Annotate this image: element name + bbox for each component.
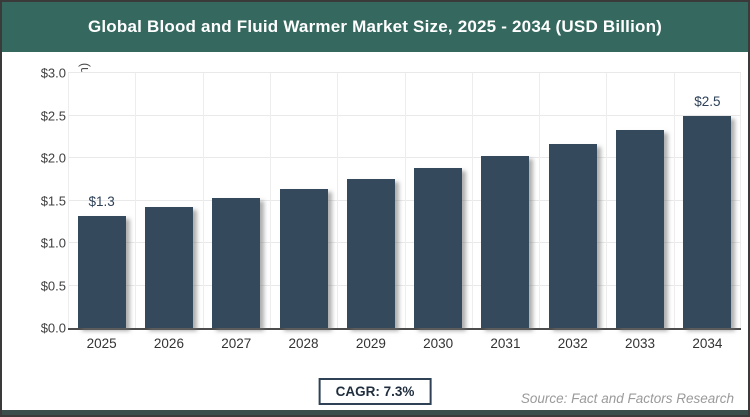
x-axis-tick-label: 2029 (355, 336, 386, 351)
cagr-badge: CAGR: 7.3% (318, 378, 432, 405)
x-axis-tick-label: 2032 (557, 336, 588, 351)
h-gridline (68, 72, 741, 73)
y-axis-tick-label: $1.5 (40, 193, 66, 208)
chart-header: Global Blood and Fluid Warmer Market Siz… (2, 2, 748, 52)
x-axis-tick-label: 2028 (288, 336, 319, 351)
bar-2034 (683, 115, 732, 328)
v-gridline (269, 73, 271, 328)
v-gridline (740, 73, 741, 328)
bar-2032 (548, 143, 597, 328)
y-axis-tick-label: $1.0 (40, 235, 66, 251)
bar-2033 (616, 129, 665, 328)
bar-2029 (346, 179, 395, 328)
y-axis-tick-label: $0.0 (40, 320, 66, 336)
plot-area (68, 72, 741, 330)
y-axis-tick-label: $3.0 (40, 65, 66, 81)
y-axis-tick-label: $2.0 (40, 150, 66, 166)
bar-value-label: $1.3 (88, 193, 115, 209)
x-axis-tick-label: 2027 (221, 336, 252, 351)
y-axis-tick-label: $2.5 (40, 108, 66, 123)
v-gridline (68, 73, 69, 328)
v-gridline (471, 73, 473, 328)
chart-title: Global Blood and Fluid Warmer Market Siz… (87, 17, 663, 36)
bar-2027 (212, 197, 261, 328)
bar-2028 (279, 189, 328, 328)
v-gridline (337, 73, 339, 328)
bar-2026 (144, 207, 193, 328)
x-axis-tick-label: 2026 (153, 336, 184, 351)
v-gridline (539, 73, 541, 328)
v-gridline (404, 73, 406, 328)
v-gridline (606, 73, 608, 328)
bottom-accent-strip (2, 410, 748, 415)
x-axis-tick-label: 2034 (692, 336, 723, 351)
x-axis-tick-label: 2030 (423, 336, 454, 351)
source-credit: Source: Fact and Factors Research (520, 391, 734, 406)
v-gridline (673, 73, 675, 328)
v-gridline (202, 73, 204, 328)
y-axis-tick-label: $0.5 (40, 278, 66, 293)
x-axis-tick-label: 2025 (86, 336, 117, 351)
bar-value-label: $2.5 (694, 93, 721, 109)
bar-2031 (481, 156, 530, 328)
bar-2025 (77, 215, 126, 328)
x-axis-tick-label: 2031 (490, 336, 521, 351)
x-axis-tick-label: 2033 (625, 336, 656, 351)
v-gridline (135, 73, 137, 328)
bar-2030 (414, 168, 463, 328)
